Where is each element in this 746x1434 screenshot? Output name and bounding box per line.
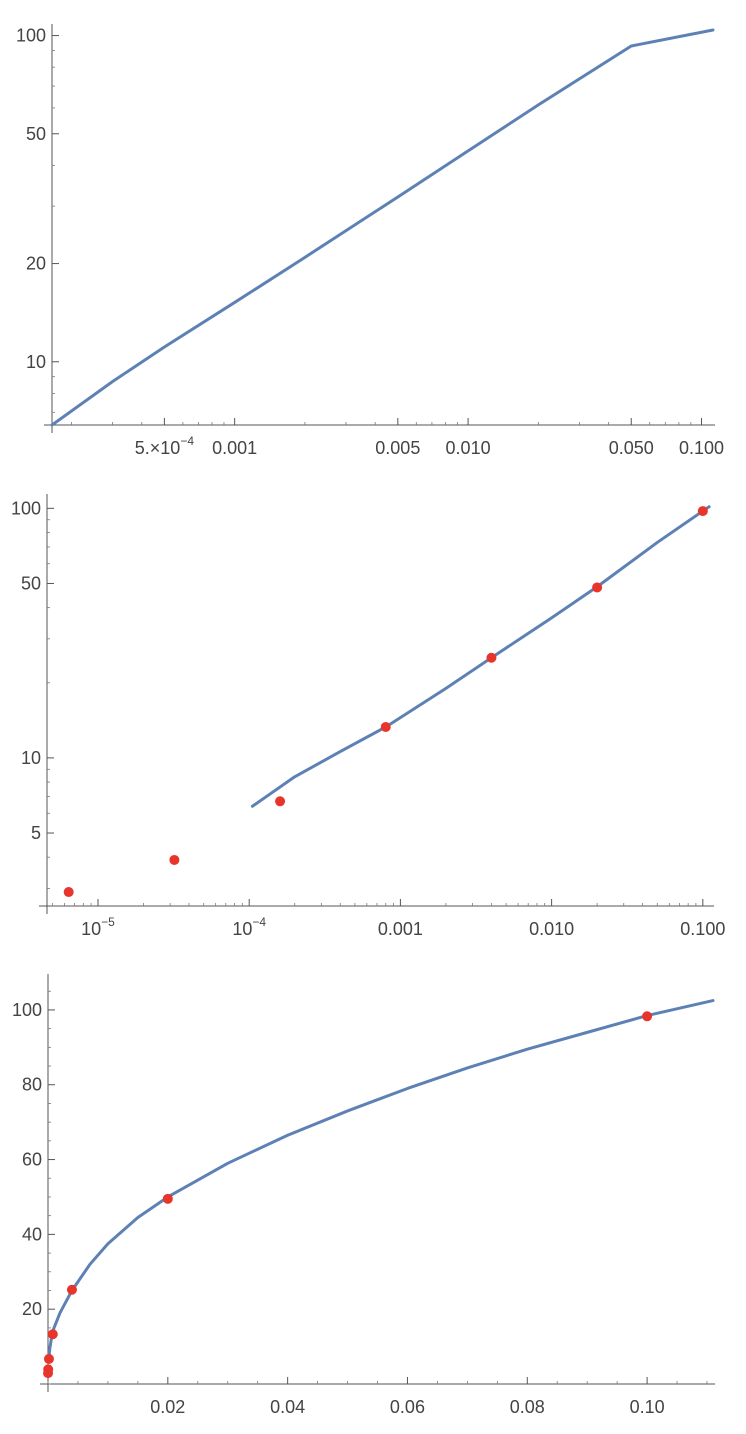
fit-curve [47, 999, 715, 1364]
data-point [486, 652, 497, 663]
x-tick-label: 5.×10−4 [135, 434, 195, 458]
x-tick-label: 10−4 [232, 915, 266, 939]
x-tick-label: 0.001 [378, 919, 423, 939]
data-point [43, 1364, 54, 1375]
data-point [169, 854, 180, 865]
y-tick-label: 20 [26, 254, 46, 274]
x-tick-label: 0.08 [510, 1397, 545, 1417]
y-tick-label: 100 [11, 498, 41, 518]
x-tick-label: 0.005 [375, 438, 420, 458]
x-tick-label: 10−5 [81, 915, 115, 939]
y-tick-label: 80 [22, 1075, 42, 1095]
y-tick-label: 50 [21, 573, 41, 593]
data-point [592, 582, 603, 593]
x-tick-label: 0.010 [446, 438, 491, 458]
fit-curve [250, 505, 711, 808]
y-tick-label: 20 [22, 1299, 42, 1319]
data-point [43, 1353, 54, 1364]
x-tick-label: 0.010 [529, 919, 574, 939]
x-tick-label: 0.04 [270, 1397, 305, 1417]
data-point [63, 887, 74, 898]
chart-3-linear-scatter-fit: 0.02 0.04 0.06 0.08 0.10 20 40 60 80 100 [12, 974, 715, 1417]
x-tick-label: 0.100 [680, 919, 725, 939]
y-tick-label: 50 [26, 124, 46, 144]
data-point [642, 1011, 653, 1022]
y-tick-label: 40 [22, 1224, 42, 1244]
x-tick-label: 0.100 [679, 438, 724, 458]
y-tick-label: 60 [22, 1150, 42, 1170]
x-tick-label: 0.10 [630, 1397, 665, 1417]
data-point [162, 1193, 173, 1204]
y-tick-label: 100 [12, 1000, 42, 1020]
chart-2-loglog-scatter-fit: 10−5 10−4 0.001 0.010 0.100 5 10 50 100 [11, 494, 725, 939]
data-point [66, 1284, 77, 1295]
fit-curve [50, 28, 715, 427]
data-point [275, 796, 286, 807]
y-tick-label: 10 [26, 352, 46, 372]
y-tick-label: 5 [31, 823, 41, 843]
y-tick-label: 10 [21, 748, 41, 768]
x-tick-label: 0.02 [150, 1397, 185, 1417]
data-point [380, 721, 391, 732]
x-tick-label: 0.06 [390, 1397, 425, 1417]
data-point [47, 1329, 58, 1340]
x-tick-label: 0.050 [609, 438, 654, 458]
x-tick-label: 0.001 [212, 438, 257, 458]
y-tick-label: 100 [16, 26, 46, 46]
chart-1-loglog-curve: 5.×10−4 0.001 0.005 0.010 0.050 0.100 10 20 50 10… [16, 24, 724, 458]
data-point [697, 506, 708, 517]
